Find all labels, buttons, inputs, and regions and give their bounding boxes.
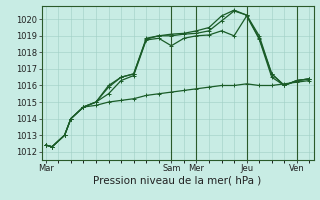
X-axis label: Pression niveau de la mer( hPa ): Pression niveau de la mer( hPa ): [93, 176, 262, 186]
